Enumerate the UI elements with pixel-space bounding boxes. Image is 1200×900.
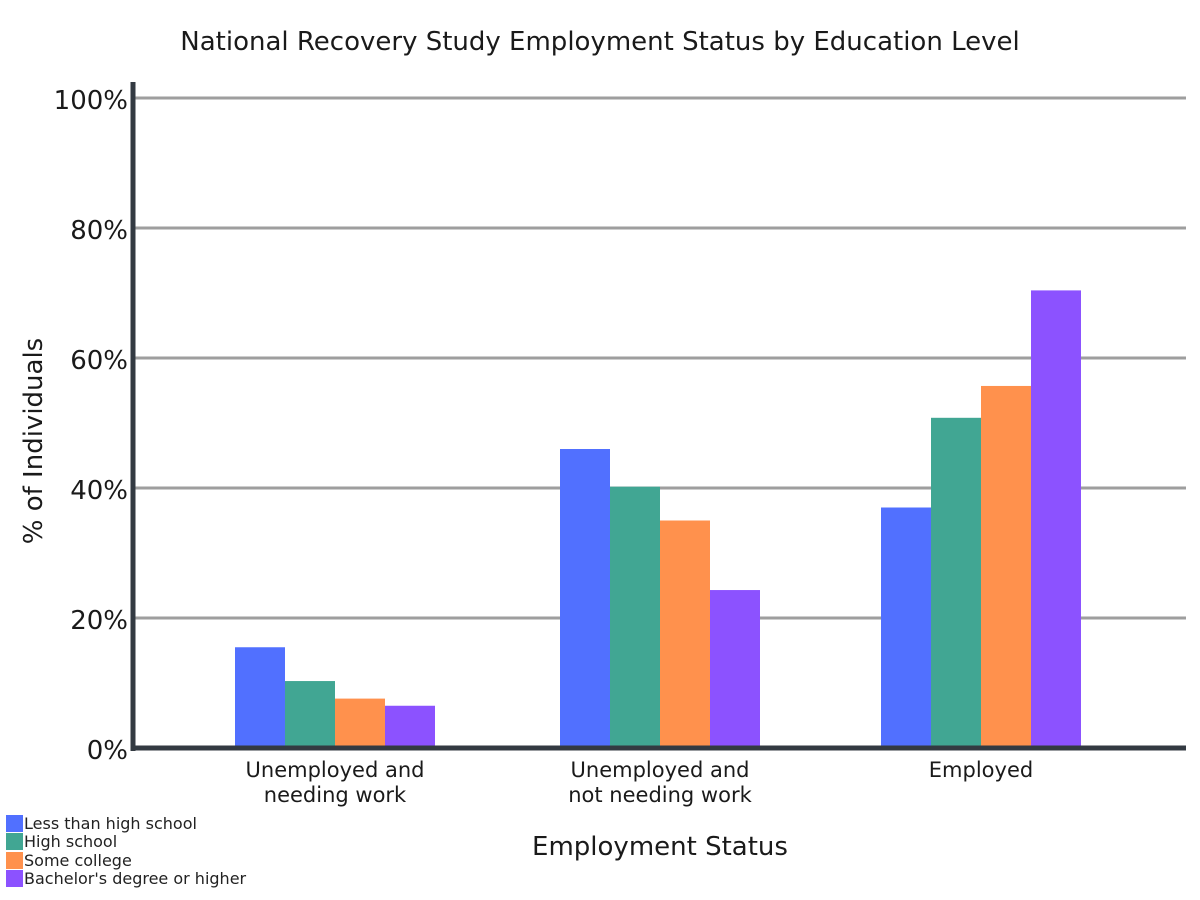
y-tick-label: 0% [87, 736, 128, 766]
legend-swatch [6, 870, 23, 888]
y-tick-label: 100% [54, 86, 128, 116]
legend-label: High school [24, 832, 118, 852]
bar [285, 681, 335, 748]
legend-label: Bachelor's degree or higher [24, 869, 247, 889]
x-tick-label: Unemployed and [246, 758, 425, 782]
x-tick-label: Employed [929, 758, 1033, 782]
y-tick-label: 60% [70, 346, 128, 376]
x-tick-label: Unemployed and [571, 758, 750, 782]
legend-label: Some college [24, 850, 132, 870]
legend-item: High school [6, 832, 246, 852]
legend-item: Some college [6, 851, 246, 870]
bar [981, 385, 1031, 748]
bar [610, 486, 660, 748]
x-axis-label: Employment Status [532, 832, 788, 862]
bar [660, 520, 710, 748]
x-tick-label: needing work [264, 783, 407, 807]
bar [881, 507, 931, 748]
legend-swatch [6, 851, 23, 869]
legend-item: Less than high school [6, 814, 246, 833]
bar [560, 449, 610, 748]
legend-swatch [6, 833, 23, 851]
bar [931, 417, 981, 748]
legend-label: Less than high school [24, 813, 197, 833]
bar [710, 590, 760, 748]
y-tick-labels: 0% 20% 40% 60% 80% 100% [54, 86, 128, 766]
y-tick-label: 80% [70, 216, 128, 246]
bar [335, 698, 385, 748]
x-tick-label: not needing work [568, 783, 752, 807]
bars [235, 290, 1081, 748]
bar [235, 647, 285, 748]
chart-legend: Less than high school High school Some col… [6, 814, 246, 888]
y-axis-label: % of Individuals [19, 338, 49, 544]
bar [385, 705, 435, 748]
legend-item: Bachelor's degree or higher [6, 869, 247, 889]
bar [1031, 290, 1081, 748]
legend-swatch [6, 814, 23, 832]
y-tick-label: 40% [70, 476, 128, 506]
y-tick-label: 20% [70, 606, 128, 636]
chart-title: National Recovery Study Employment Statu… [180, 27, 1019, 57]
